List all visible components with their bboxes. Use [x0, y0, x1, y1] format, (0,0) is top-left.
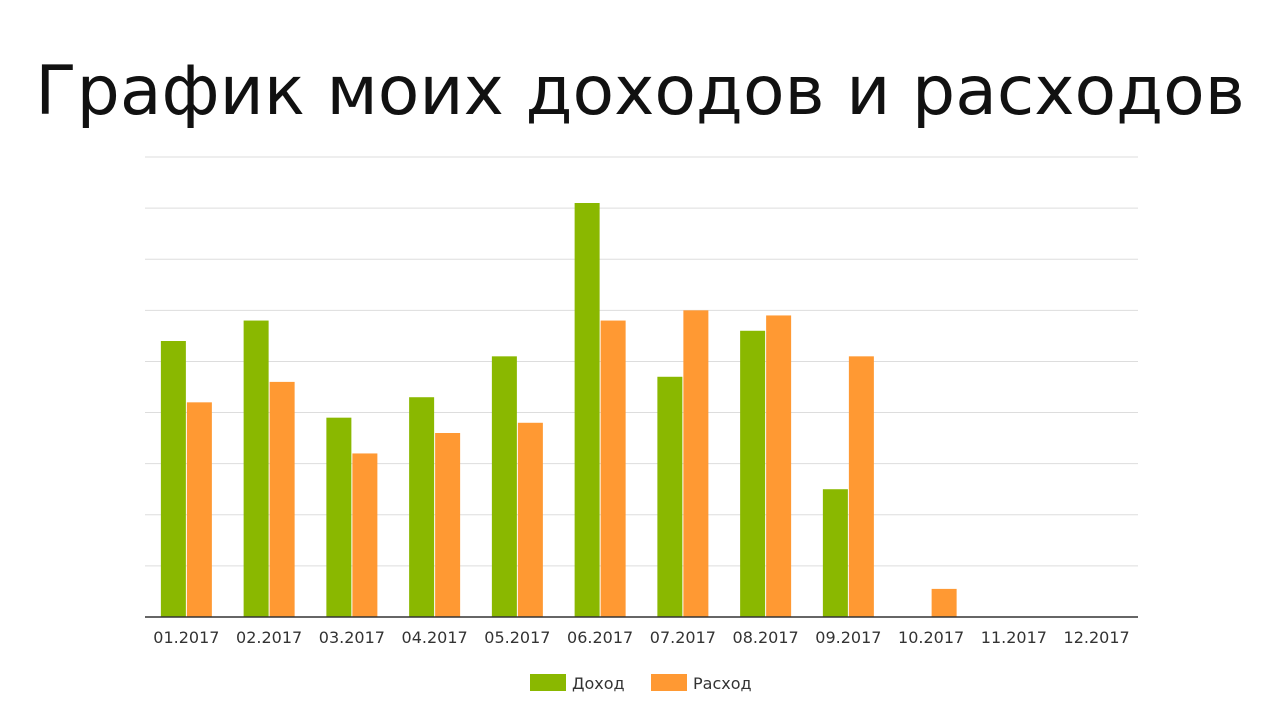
x-tick-label: 01.2017: [153, 628, 219, 647]
x-tick-label: 03.2017: [319, 628, 385, 647]
bar-Расход-08.2017: [766, 315, 792, 617]
bar-Доход-08.2017: [740, 330, 766, 617]
bar-Расход-06.2017: [600, 320, 626, 617]
bar-Доход-03.2017: [326, 417, 352, 617]
x-tick-label: 08.2017: [733, 628, 799, 647]
bar-Расход-10.2017: [931, 588, 957, 617]
x-tick-label: 09.2017: [815, 628, 881, 647]
bar-Расход-07.2017: [683, 310, 709, 617]
bar-Доход-06.2017: [574, 203, 600, 617]
bar-Расход-05.2017: [517, 422, 543, 617]
bar-Расход-01.2017: [186, 402, 212, 617]
bar-Расход-04.2017: [435, 433, 461, 617]
x-tick-label: 10.2017: [898, 628, 964, 647]
gridlines: [145, 156, 1138, 567]
legend-swatch-0: [530, 674, 566, 691]
x-tick-label: 02.2017: [236, 628, 302, 647]
legend-label-0: Доход: [572, 674, 625, 693]
bars: [160, 203, 957, 617]
x-tick-label: 07.2017: [650, 628, 716, 647]
bar-Доход-07.2017: [657, 376, 683, 617]
x-tick-label: 06.2017: [567, 628, 633, 647]
legend: Доход Расход: [530, 674, 752, 693]
x-tick-labels: 01.2017 02.2017 03.2017 04.2017 05.2017 06.20…: [153, 628, 1129, 647]
bar-Доход-09.2017: [822, 489, 848, 617]
bar-Расход-03.2017: [352, 453, 378, 617]
page-title: График моих доходов и расходов: [35, 52, 1245, 131]
bar-Доход-04.2017: [409, 397, 435, 617]
legend-label-1: Расход: [693, 674, 752, 693]
bar-Расход-09.2017: [848, 356, 874, 617]
x-tick-label: 04.2017: [402, 628, 468, 647]
bar-Доход-02.2017: [243, 320, 269, 617]
x-tick-label: 05.2017: [484, 628, 550, 647]
bar-Доход-05.2017: [491, 356, 517, 617]
x-tick-label: 11.2017: [981, 628, 1047, 647]
bar-Расход-02.2017: [269, 381, 295, 617]
bar-Доход-01.2017: [160, 341, 186, 617]
x-tick-label: 12.2017: [1064, 628, 1130, 647]
legend-swatch-1: [651, 674, 687, 691]
